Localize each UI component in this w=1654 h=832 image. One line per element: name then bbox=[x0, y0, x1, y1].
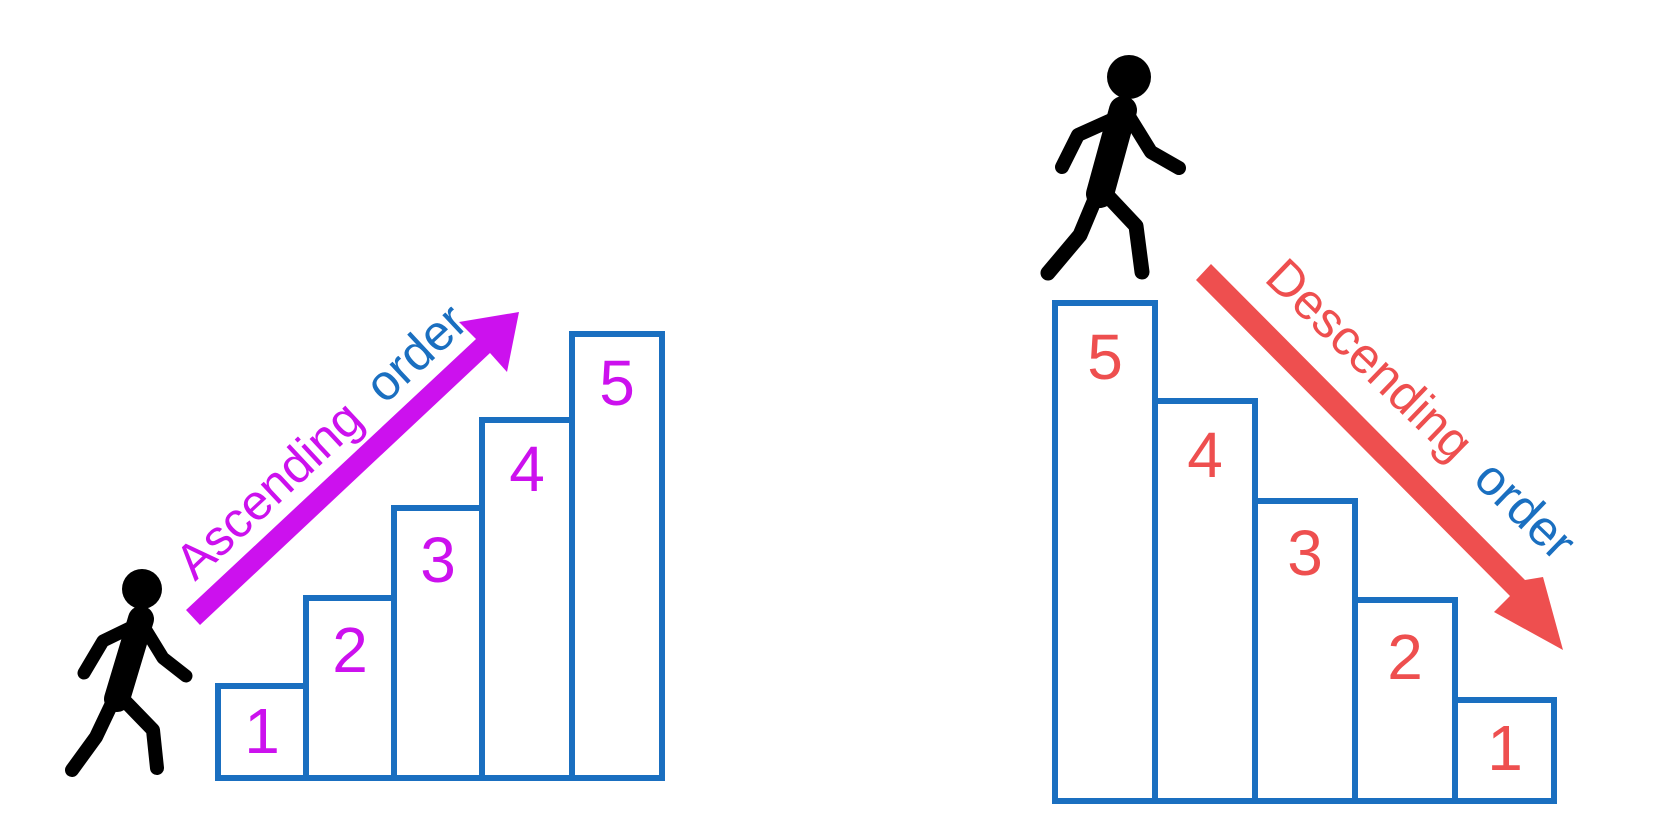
ascending-staircase: 1 2 3 4 5 bbox=[215, 331, 665, 781]
ascending-step-3-number: 3 bbox=[420, 524, 456, 596]
down-right-arrow-icon bbox=[1196, 264, 1563, 650]
ascending-step-3 bbox=[391, 505, 485, 781]
ascending-step-1-number: 1 bbox=[244, 695, 280, 767]
ascending-step-2-number: 2 bbox=[332, 614, 368, 686]
descending-step-2-number: 2 bbox=[1387, 621, 1423, 693]
ascending-step-5 bbox=[569, 331, 665, 781]
descending-staircase: 5 4 3 2 1 bbox=[1052, 300, 1557, 804]
ascending-step-4-number: 4 bbox=[509, 433, 545, 505]
ascending-step-2 bbox=[303, 595, 397, 781]
descending-step-5-number: 5 bbox=[1087, 321, 1123, 393]
descending-step-3 bbox=[1252, 498, 1358, 804]
walking-person-icon bbox=[1040, 55, 1186, 281]
up-right-arrow-icon bbox=[186, 312, 519, 625]
walking-person-icon bbox=[65, 569, 193, 777]
descending-step-4 bbox=[1152, 398, 1258, 804]
ascending-step-5-number: 5 bbox=[599, 347, 635, 419]
descending-step-1 bbox=[1452, 697, 1557, 804]
ascending-label-order: order bbox=[354, 293, 478, 414]
descending-step-4-number: 4 bbox=[1187, 419, 1223, 491]
ascending-step-1 bbox=[215, 683, 309, 781]
descending-step-5 bbox=[1052, 300, 1158, 804]
descending-step-1-number: 1 bbox=[1487, 712, 1523, 784]
descending-step-3-number: 3 bbox=[1287, 517, 1323, 589]
descending-step-2 bbox=[1352, 597, 1458, 804]
